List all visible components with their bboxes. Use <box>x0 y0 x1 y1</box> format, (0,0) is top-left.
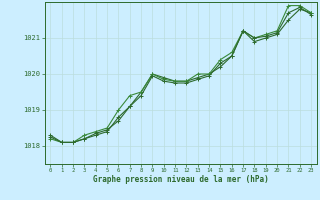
X-axis label: Graphe pression niveau de la mer (hPa): Graphe pression niveau de la mer (hPa) <box>93 175 269 184</box>
